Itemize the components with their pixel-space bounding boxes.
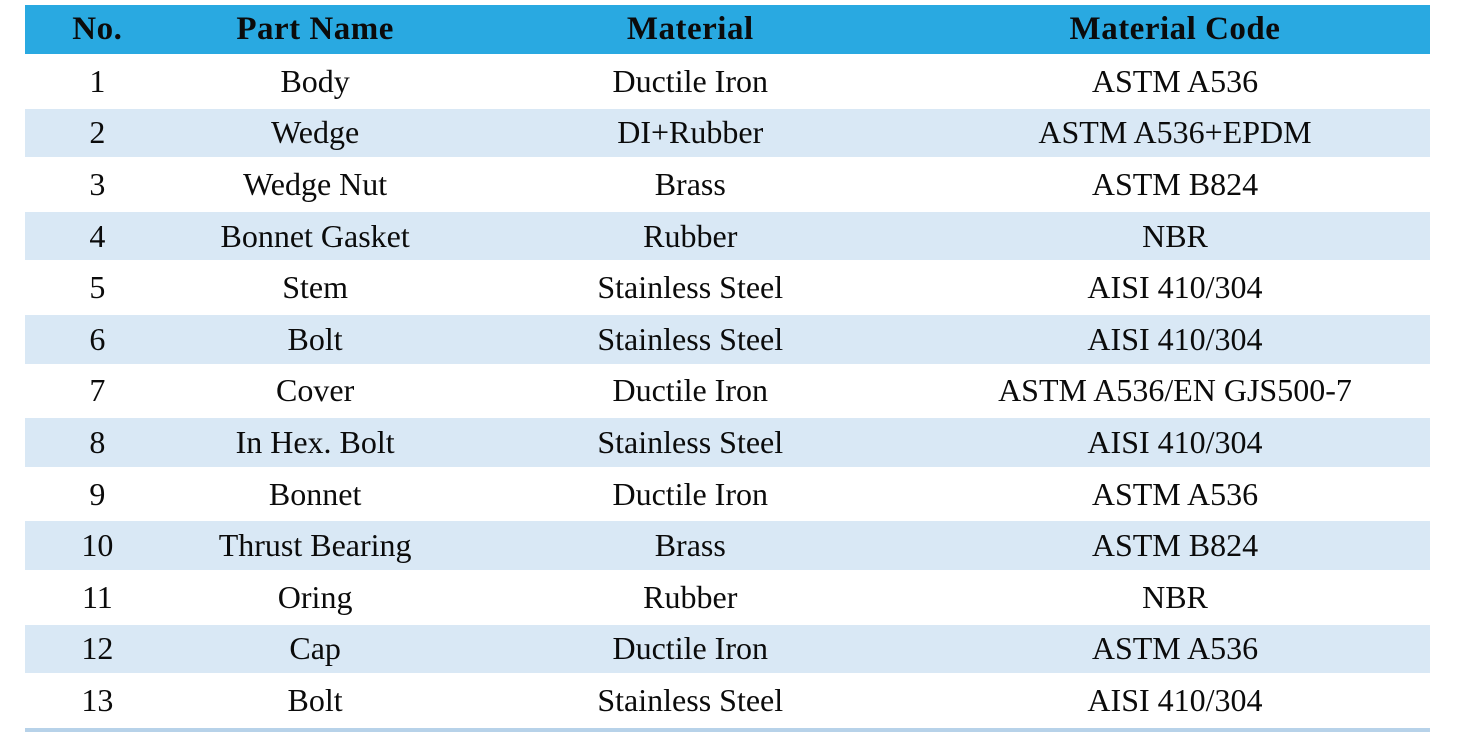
table-cell: 4 <box>25 211 170 264</box>
table-row: 13 Bolt Stainless Steel AISI 410/304 <box>25 676 1430 728</box>
table-cell: In Hex. Bolt <box>169 418 461 470</box>
table-cell: Stainless Steel <box>460 676 920 728</box>
table-header: No. Part Name Material Material Code <box>25 5 1430 57</box>
table-cell: ASTM A536+EPDM <box>919 108 1430 161</box>
table-cell: Rubber <box>460 211 920 264</box>
table-cell: NBR <box>919 211 1430 264</box>
table-cell: ASTM A536 <box>919 57 1430 109</box>
table-cell: 3 <box>25 160 170 212</box>
table-row: 11 Oring Rubber NBR <box>25 572 1430 625</box>
table-row: 4 Bonnet Gasket Rubber NBR <box>25 211 1430 264</box>
table-row: 1 Body Ductile Iron ASTM A536 <box>25 57 1430 109</box>
table-cell: Wedge <box>169 108 461 161</box>
table-cell: Bonnet <box>169 469 461 522</box>
table-cell: Ductile Iron <box>460 366 920 419</box>
table-row: 10 Thrust Bearing Brass ASTM B824 <box>25 521 1430 573</box>
table-cell: AISI 410/304 <box>919 263 1430 315</box>
table-cell: Stem <box>169 263 461 315</box>
table-cell: Bolt <box>169 676 461 728</box>
table-cell: Body <box>169 57 461 109</box>
parts-material-table: No. Part Name Material Material Code 1 Bo… <box>25 5 1430 728</box>
table-cell: DI+Rubber <box>460 108 920 161</box>
table-cell: Ductile Iron <box>460 624 920 677</box>
table-cell: 1 <box>25 57 170 109</box>
table-body: 1 Body Ductile Iron ASTM A536 2 Wedge DI+Rubbe… <box>25 57 1430 728</box>
table-row: 2 Wedge DI+Rubber ASTM A536+EPDM <box>25 108 1430 161</box>
table-cell: Bolt <box>169 314 461 367</box>
table-row: 5 Stem Stainless Steel AISI 410/304 <box>25 263 1430 315</box>
table-cell: Ductile Iron <box>460 57 920 109</box>
table-cell: ASTM A536/EN GJS500-7 <box>919 366 1430 419</box>
table-cell: 8 <box>25 418 170 470</box>
table-cell: 10 <box>25 521 170 573</box>
table-cell: 5 <box>25 263 170 315</box>
table-cell: NBR <box>919 572 1430 625</box>
table-cell: ASTM B824 <box>919 160 1430 212</box>
table-cell: Bonnet Gasket <box>169 211 461 264</box>
table-bottom-border <box>25 727 1430 732</box>
table-header-row: No. Part Name Material Material Code <box>25 5 1430 57</box>
table-row: 12 Cap Ductile Iron ASTM A536 <box>25 624 1430 677</box>
column-header-material-code: Material Code <box>919 5 1430 57</box>
table-cell: Stainless Steel <box>460 418 920 470</box>
table-cell: Ductile Iron <box>460 469 920 522</box>
table-cell: Rubber <box>460 572 920 625</box>
table-cell: 11 <box>25 572 170 625</box>
table-cell: 7 <box>25 366 170 419</box>
table-row: 8 In Hex. Bolt Stainless Steel AISI 410/304 <box>25 418 1430 470</box>
table-cell: ASTM A536 <box>919 469 1430 522</box>
table-cell: 12 <box>25 624 170 677</box>
table-cell: Stainless Steel <box>460 263 920 315</box>
table-cell: Oring <box>169 572 461 625</box>
table-row: 9 Bonnet Ductile Iron ASTM A536 <box>25 469 1430 522</box>
table-cell: 9 <box>25 469 170 522</box>
table-row: 3 Wedge Nut Brass ASTM B824 <box>25 160 1430 212</box>
table-cell: 2 <box>25 108 170 161</box>
table-cell: Wedge Nut <box>169 160 461 212</box>
column-header-no: No. <box>25 5 170 57</box>
table-cell: Brass <box>460 160 920 212</box>
table-cell: Stainless Steel <box>460 314 920 367</box>
table-cell: ASTM A536 <box>919 624 1430 677</box>
table-cell: AISI 410/304 <box>919 314 1430 367</box>
table-cell: Cover <box>169 366 461 419</box>
column-header-part-name: Part Name <box>169 5 461 57</box>
column-header-material: Material <box>460 5 920 57</box>
table-cell: Thrust Bearing <box>169 521 461 573</box>
table-cell: Cap <box>169 624 461 677</box>
table-cell: AISI 410/304 <box>919 418 1430 470</box>
table-cell: 13 <box>25 676 170 728</box>
table-row: 6 Bolt Stainless Steel AISI 410/304 <box>25 314 1430 367</box>
table-cell: AISI 410/304 <box>919 676 1430 728</box>
table-cell: ASTM B824 <box>919 521 1430 573</box>
table-cell: Brass <box>460 521 920 573</box>
table-cell: 6 <box>25 314 170 367</box>
table-row: 7 Cover Ductile Iron ASTM A536/EN GJS500-7 <box>25 366 1430 419</box>
